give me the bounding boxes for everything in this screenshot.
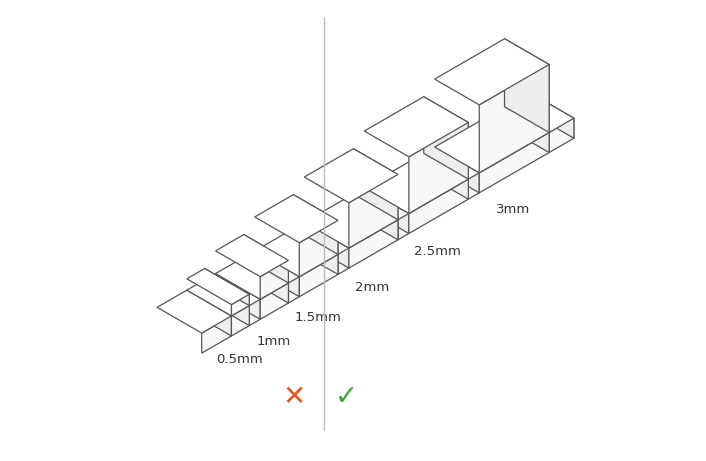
Polygon shape [364, 154, 468, 213]
Polygon shape [205, 280, 249, 325]
Polygon shape [479, 65, 549, 173]
Polygon shape [187, 268, 249, 305]
Polygon shape [205, 268, 249, 306]
Polygon shape [304, 194, 398, 248]
Polygon shape [304, 222, 349, 268]
Polygon shape [261, 260, 289, 299]
Polygon shape [249, 299, 261, 325]
Polygon shape [435, 147, 479, 193]
Polygon shape [215, 257, 289, 299]
Text: 1mm: 1mm [256, 335, 291, 348]
Polygon shape [398, 213, 409, 240]
Polygon shape [215, 273, 261, 319]
Polygon shape [261, 283, 289, 319]
Polygon shape [354, 194, 398, 240]
Polygon shape [354, 149, 398, 220]
Polygon shape [505, 92, 574, 132]
Polygon shape [255, 229, 338, 277]
Polygon shape [435, 39, 549, 105]
Polygon shape [505, 39, 549, 132]
Polygon shape [294, 195, 338, 254]
Polygon shape [299, 254, 338, 297]
Polygon shape [202, 316, 232, 353]
Polygon shape [157, 290, 232, 333]
Polygon shape [468, 173, 479, 199]
Polygon shape [424, 97, 468, 179]
Polygon shape [549, 118, 574, 153]
Polygon shape [294, 222, 349, 254]
Polygon shape [255, 195, 338, 242]
Polygon shape [354, 188, 409, 220]
Text: 2mm: 2mm [356, 281, 390, 294]
Polygon shape [349, 220, 398, 268]
Polygon shape [244, 257, 289, 303]
Polygon shape [409, 123, 468, 213]
Polygon shape [232, 294, 249, 316]
Polygon shape [255, 251, 299, 297]
Polygon shape [364, 97, 468, 157]
Polygon shape [424, 154, 468, 199]
Polygon shape [187, 290, 232, 336]
Text: 1.5mm: 1.5mm [294, 311, 341, 324]
Polygon shape [304, 149, 398, 203]
Text: 0.5mm: 0.5mm [216, 353, 263, 366]
Polygon shape [232, 306, 249, 336]
Polygon shape [338, 248, 349, 274]
Polygon shape [424, 147, 479, 179]
Polygon shape [364, 188, 409, 233]
Polygon shape [289, 277, 299, 303]
Polygon shape [244, 235, 289, 283]
Polygon shape [530, 92, 574, 138]
Polygon shape [409, 179, 468, 233]
Polygon shape [244, 251, 299, 283]
Polygon shape [435, 107, 549, 173]
Text: ✓: ✓ [335, 383, 359, 411]
Polygon shape [479, 132, 549, 193]
Text: 3mm: 3mm [496, 202, 530, 216]
Polygon shape [205, 273, 261, 306]
Polygon shape [294, 229, 338, 274]
Text: 2.5mm: 2.5mm [414, 245, 461, 258]
Polygon shape [299, 220, 338, 277]
Text: ✕: ✕ [283, 383, 306, 411]
Polygon shape [215, 235, 289, 277]
Polygon shape [349, 174, 398, 248]
Polygon shape [505, 107, 549, 153]
Polygon shape [187, 280, 249, 316]
